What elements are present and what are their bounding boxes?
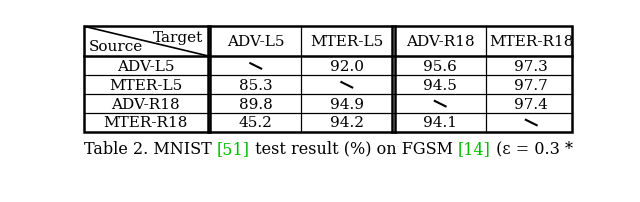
Text: 97.7: 97.7 — [515, 78, 548, 92]
Text: MTER-L5: MTER-L5 — [109, 78, 182, 92]
Text: 94.2: 94.2 — [330, 116, 364, 130]
Text: ADV-R18: ADV-R18 — [111, 97, 180, 111]
Text: ADV-R18: ADV-R18 — [406, 35, 474, 49]
Text: Target: Target — [153, 30, 204, 44]
Text: 94.9: 94.9 — [330, 97, 364, 111]
Text: MTER-R18: MTER-R18 — [489, 35, 573, 49]
Text: 97.3: 97.3 — [515, 60, 548, 74]
Text: Source: Source — [88, 40, 143, 54]
Text: ADV-L5: ADV-L5 — [117, 60, 175, 74]
Text: [14]: [14] — [458, 140, 491, 157]
Text: (ε = 0.3 *: (ε = 0.3 * — [491, 140, 573, 157]
Text: MTER-R18: MTER-R18 — [104, 116, 188, 130]
Bar — [84, 26, 572, 132]
Text: 94.5: 94.5 — [423, 78, 457, 92]
Text: 92.0: 92.0 — [330, 60, 364, 74]
Text: test result (%) on FGSM: test result (%) on FGSM — [250, 140, 458, 157]
Text: MTER-L5: MTER-L5 — [310, 35, 383, 49]
Text: 85.3: 85.3 — [239, 78, 273, 92]
Text: Table 2. MNIST: Table 2. MNIST — [84, 140, 217, 157]
Text: 95.6: 95.6 — [423, 60, 457, 74]
Text: 45.2: 45.2 — [239, 116, 273, 130]
Text: 89.8: 89.8 — [239, 97, 273, 111]
Text: 97.4: 97.4 — [515, 97, 548, 111]
Text: ADV-L5: ADV-L5 — [227, 35, 285, 49]
Text: [51]: [51] — [217, 140, 250, 157]
Text: 94.1: 94.1 — [423, 116, 457, 130]
